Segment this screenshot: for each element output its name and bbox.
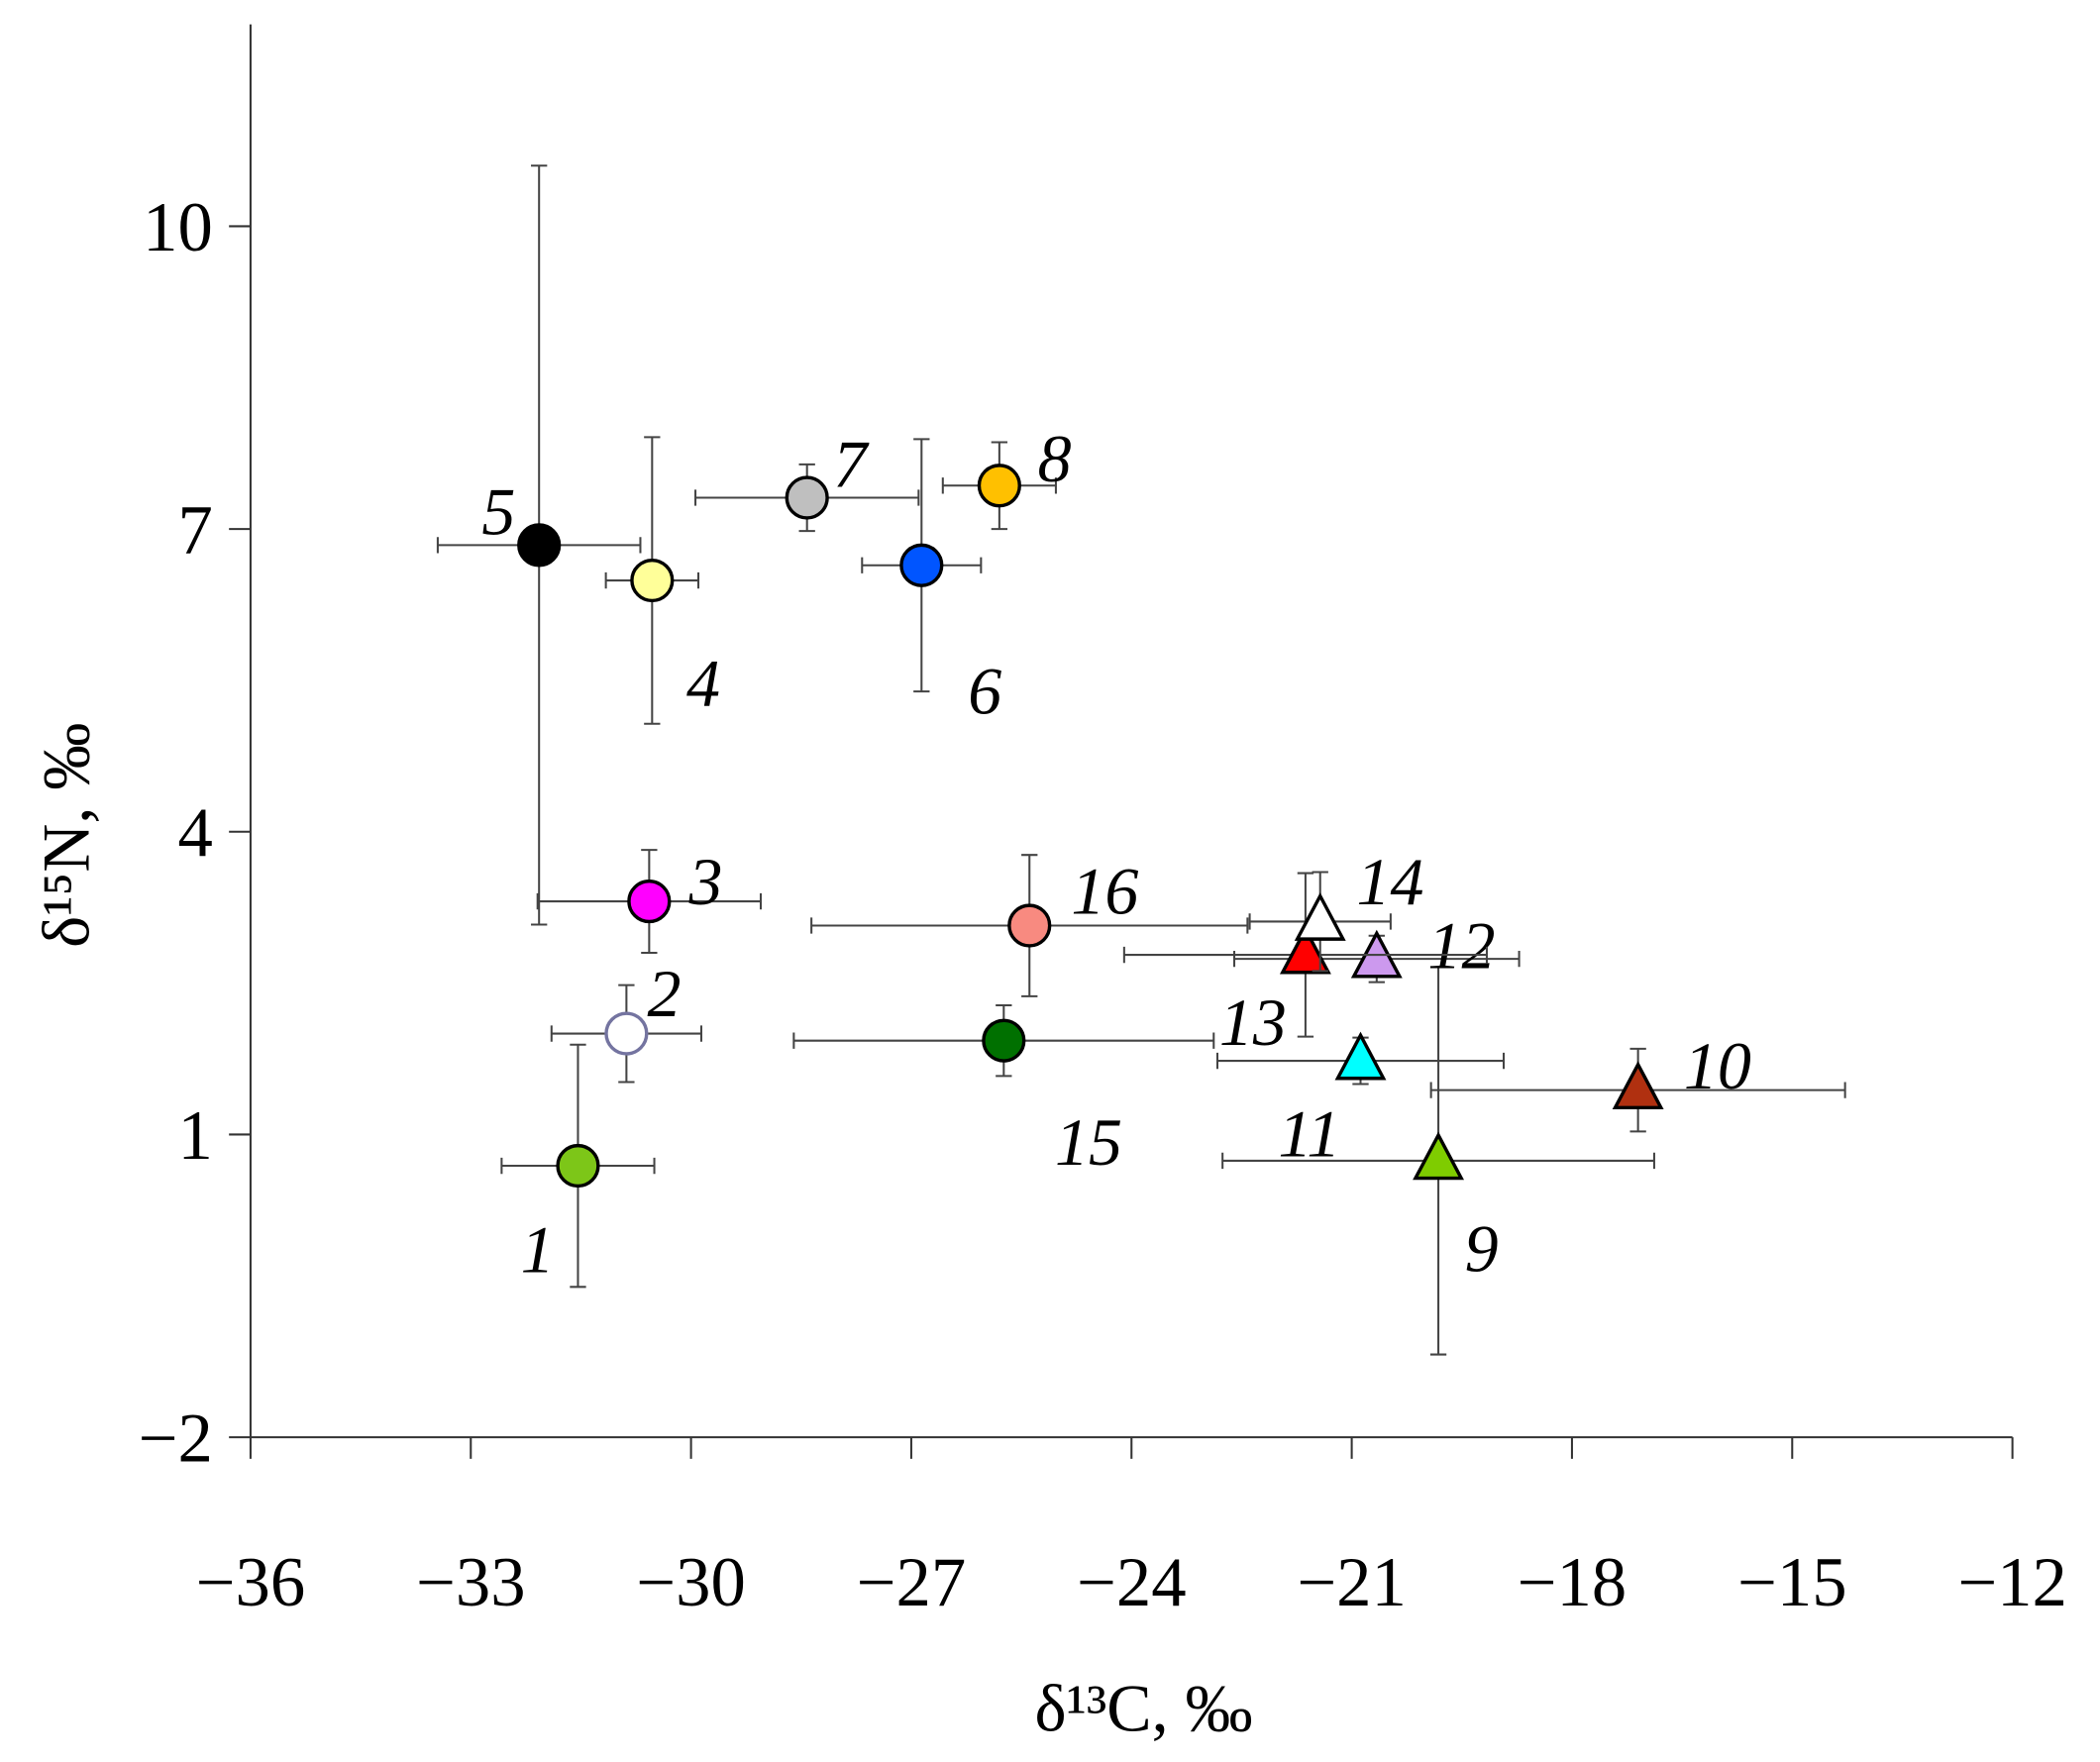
point-label: 2 [647, 956, 681, 1031]
x-tick-label: −27 [857, 1544, 967, 1621]
x-tick-label: −30 [636, 1544, 746, 1621]
x-tick-label: −21 [1297, 1544, 1407, 1621]
circle-marker [604, 1011, 649, 1056]
y-tick-label: 4 [177, 794, 212, 872]
y-tick-label: 1 [177, 1097, 212, 1175]
y-axis-label: δ¹⁵N, ‰ [29, 723, 104, 948]
point-label: 15 [1055, 1104, 1122, 1180]
point-label: 8 [1038, 421, 1072, 496]
y-tick-label: −2 [139, 1400, 213, 1478]
circle-marker [899, 543, 944, 587]
point-label: 4 [686, 646, 720, 721]
y-tick-label: 10 [143, 189, 213, 266]
x-tick-label: −18 [1518, 1544, 1628, 1621]
circle-marker [630, 558, 675, 603]
point-label: 3 [687, 844, 722, 919]
x-tick-label: −12 [1957, 1544, 2067, 1621]
point-label: 16 [1071, 853, 1138, 928]
point-label: 10 [1684, 1028, 1751, 1103]
x-tick-label: −36 [196, 1544, 306, 1621]
point-label: 5 [481, 474, 515, 550]
triangle-marker [1334, 1031, 1387, 1081]
x-tick-label: −33 [416, 1544, 526, 1621]
point-label: 9 [1465, 1210, 1499, 1286]
point-label: 13 [1219, 985, 1287, 1060]
point-label: 6 [968, 653, 1001, 728]
triangle-marker [1612, 1061, 1664, 1109]
point-label: 7 [833, 427, 870, 502]
circle-marker [977, 464, 1021, 508]
triangle-marker [1413, 1131, 1465, 1181]
point-label: 11 [1278, 1096, 1340, 1172]
circle-marker [982, 1018, 1026, 1063]
circle-marker [627, 879, 672, 924]
point-label: 12 [1427, 908, 1495, 984]
y-tick-label: 7 [177, 492, 212, 570]
circle-marker [785, 475, 829, 520]
x-tick-label: −24 [1077, 1544, 1187, 1621]
circle-marker [556, 1143, 600, 1189]
point-label: 14 [1356, 844, 1423, 919]
triangle-marker [1294, 891, 1346, 941]
point-label: 1 [521, 1211, 555, 1287]
triangle-marker [1279, 925, 1331, 975]
x-tick-label: −15 [1737, 1544, 1847, 1621]
circle-marker [517, 523, 562, 568]
x-axis-label: δ¹³C, ‰ [1034, 1671, 1252, 1746]
circle-marker [1007, 903, 1052, 948]
